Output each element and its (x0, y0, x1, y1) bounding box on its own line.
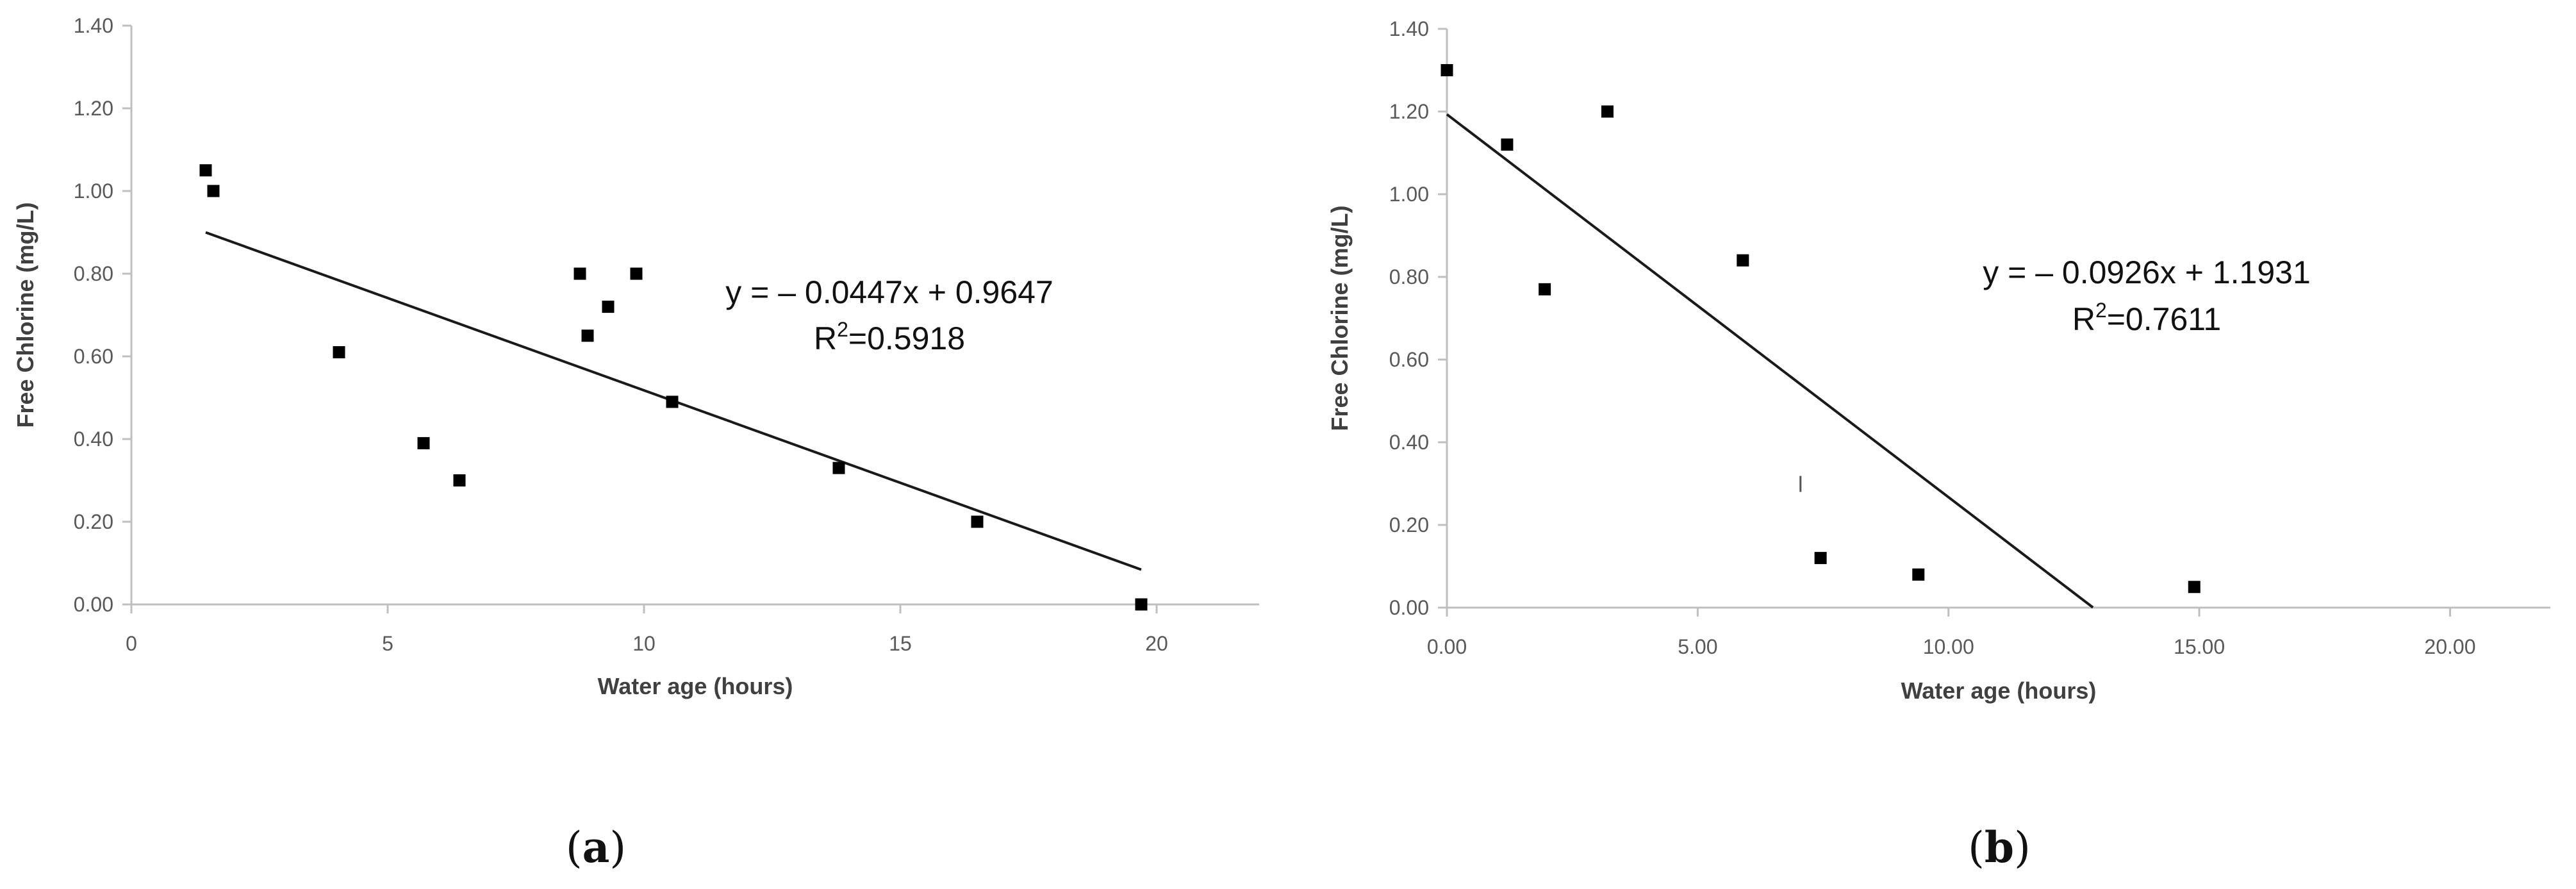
panel-a-data-point (971, 515, 984, 528)
panel-b-y-axis-title: Free Chlorine (mg/L) (1326, 205, 1353, 431)
panel-b-y-tick-label: 0.60 (1389, 348, 1429, 371)
panel-a-y-tick-label: 1.40 (74, 14, 113, 37)
panel-a-r-squared: R2=0.5918 (814, 318, 965, 356)
panel-a-data-point (207, 185, 220, 197)
panel-b-y-tick-label: 1.20 (1389, 100, 1429, 123)
chart-panel-a: 0.00 0.20 0.40 0.60 0.80 1.00 1.20 1.40 0 5 10 15 20… (12, 14, 1259, 872)
panel-a-data-point (453, 474, 466, 486)
panel-a-x-axis-title: Water age (hours) (598, 673, 793, 699)
panel-a-data-point (199, 164, 212, 177)
panel-a-y-tick-label: 0.80 (74, 262, 113, 285)
panel-b-data-point (1814, 552, 1827, 565)
panel-b-y-tick-label: 0.00 (1389, 596, 1429, 619)
panel-b-y-tick-label: 0.80 (1389, 265, 1429, 288)
panel-a-y-tick-label: 0.40 (74, 428, 113, 451)
panel-a-data-point (581, 329, 594, 342)
panel-a-data-point (832, 461, 845, 474)
panel-a-y-tick-label: 1.20 (74, 97, 113, 120)
panel-a-regression-equation: y = – 0.0447x + 0.9647 (725, 274, 1053, 310)
panel-b-y-tick-label: 1.40 (1389, 17, 1429, 40)
panel-b-stray-mark: l (1798, 472, 1803, 497)
panel-a-data-point (417, 436, 430, 449)
panel-b-y-tick-label: 0.20 (1389, 513, 1429, 536)
panel-b-x-tick-label: 15.00 (2174, 635, 2225, 658)
panel-a-x-tick-label: 5 (382, 632, 393, 655)
chart-panel-b: 0.00 0.20 0.40 0.60 0.80 1.00 1.20 1.40 0.00 5.00… (1326, 17, 2550, 872)
panel-b-data-point (1601, 105, 1614, 118)
panel-a-label: (a) (566, 822, 626, 872)
panel-a-x-tick-label: 20 (1145, 632, 1168, 655)
panel-a-data-point (602, 301, 615, 313)
panel-a-data-point (1135, 598, 1148, 611)
panel-a-data-point (666, 395, 679, 408)
panel-a-x-tick-label: 15 (889, 632, 912, 655)
panel-a-data-point (333, 346, 345, 359)
panel-a-data-point (630, 267, 643, 280)
panel-b-data-point (1539, 283, 1551, 295)
panel-b-data-point (1737, 254, 1749, 267)
panel-b-data-point (2188, 581, 2200, 594)
panel-b-r-squared: R2=0.7611 (2072, 299, 2221, 337)
panel-b-regression-equation: y = – 0.0926x + 1.1931 (1983, 254, 2311, 290)
panel-a-data-point (574, 267, 586, 280)
panel-b-x-tick-label: 5.00 (1678, 635, 1717, 658)
panel-a-y-tick-label: 0.60 (74, 345, 113, 368)
panel-b-y-tick-label: 1.00 (1389, 183, 1429, 206)
panel-b-x-tick-label: 20.00 (2424, 635, 2475, 658)
panel-a-x-tick-label: 0 (126, 632, 137, 655)
panel-b-data-point (1501, 138, 1514, 151)
panel-b-data-point (1441, 64, 1453, 76)
panel-a-y-tick-label: 0.20 (74, 510, 113, 533)
panel-b-x-tick-label: 0.00 (1427, 635, 1467, 658)
panel-b-trendline (1446, 113, 2094, 609)
panel-b-label: (b) (1968, 822, 2031, 872)
panel-b-x-axis-title: Water age (hours) (1901, 677, 2097, 704)
panel-a-y-axis-title: Free Chlorine (mg/L) (12, 202, 38, 428)
panel-b-x-tick-label: 10.00 (1923, 635, 1974, 658)
panel-a-y-tick-label: 1.00 (74, 179, 113, 203)
panel-b-data-point (1912, 568, 1925, 581)
panel-b-y-tick-label: 0.40 (1389, 431, 1429, 454)
panel-a-x-tick-label: 10 (632, 632, 656, 655)
panel-a-y-tick-label: 0.00 (74, 593, 113, 616)
